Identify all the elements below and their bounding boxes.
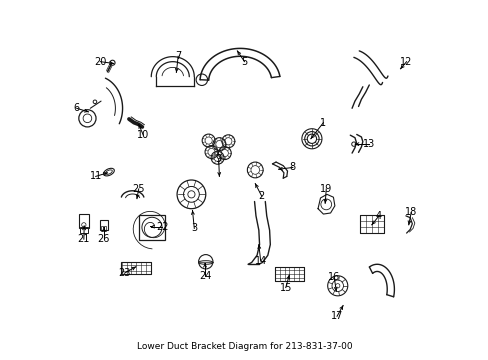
Text: 12: 12 — [400, 57, 412, 67]
Text: 21: 21 — [78, 234, 90, 244]
Text: 6: 6 — [74, 103, 80, 113]
Text: 22: 22 — [156, 222, 168, 231]
Text: 17: 17 — [330, 311, 343, 321]
Text: 24: 24 — [199, 271, 211, 281]
Text: 18: 18 — [404, 207, 417, 217]
Bar — [359, 215, 383, 233]
Bar — [274, 267, 304, 281]
Text: 15: 15 — [279, 283, 291, 293]
Text: 9: 9 — [215, 154, 221, 164]
Bar — [80, 227, 88, 233]
Text: 19: 19 — [320, 184, 332, 194]
Text: 20: 20 — [94, 57, 106, 67]
Text: 1: 1 — [320, 118, 326, 128]
Text: 23: 23 — [118, 268, 130, 278]
Bar — [138, 215, 165, 239]
Text: 7: 7 — [175, 51, 181, 61]
Text: 16: 16 — [327, 272, 340, 282]
Bar — [100, 220, 108, 230]
Bar — [121, 262, 151, 274]
Text: Lower Duct Bracket Diagram for 213-831-37-00: Lower Duct Bracket Diagram for 213-831-3… — [137, 342, 351, 351]
Text: 26: 26 — [98, 234, 110, 244]
Bar — [79, 215, 89, 228]
Text: 4: 4 — [375, 211, 381, 221]
Text: 2: 2 — [258, 191, 264, 201]
Text: 10: 10 — [137, 130, 149, 140]
Text: 13: 13 — [363, 139, 375, 149]
Text: 3: 3 — [191, 224, 197, 233]
Text: 5: 5 — [241, 57, 247, 67]
Text: 8: 8 — [289, 162, 295, 172]
Text: 25: 25 — [132, 184, 144, 194]
Text: 11: 11 — [89, 171, 102, 181]
Text: 14: 14 — [254, 256, 266, 266]
Bar — [101, 226, 106, 230]
